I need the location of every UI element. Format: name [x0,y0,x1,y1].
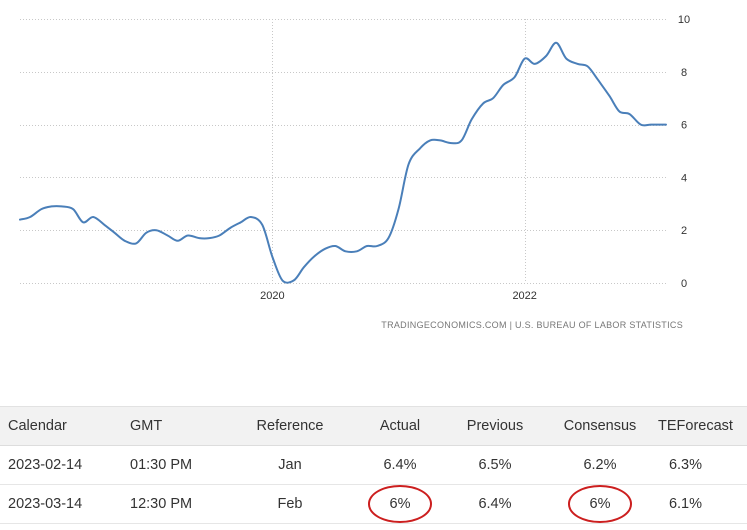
y-tick-label: 0 [681,278,687,290]
header-previous: Previous [440,406,550,446]
x-tick-label: 2020 [260,290,284,302]
x-tick-label: 2022 [512,290,536,302]
chart-gridlines [20,19,666,284]
row-previous: 6.5% [440,445,550,485]
row-teforecast: 6.3% [650,445,747,485]
cpi-line-chart: 0 2 4 6 8 10 2020 2022 TRADINGECONOMICS.COM | … [19,14,690,330]
table-row: 2023-02-14 01:30 PM Jan 6.4% 6.5% 6.2% 6… [0,445,747,485]
row-teforecast: 6.1% [650,484,747,524]
header-teforecast: TEForecast [650,406,747,446]
row-reference: Feb [220,484,360,524]
row-actual: 6% [360,484,440,524]
row-gmt: 12:30 PM [120,484,220,524]
header-calendar: Calendar [0,406,120,446]
row-gmt: 01:30 PM [120,445,220,485]
row-date: 2023-02-14 [0,445,120,485]
y-tick-label: 4 [681,172,687,184]
y-tick-label: 8 [681,67,687,79]
y-axis: 0 2 4 6 8 10 [678,14,690,290]
consensus-value-circled: 6% [567,485,633,523]
row-previous: 6.4% [440,484,550,524]
table-header-row: Calendar GMT Reference Actual Previous C… [0,406,747,446]
x-axis: 2020 2022 [260,290,537,302]
y-tick-label: 6 [681,120,687,132]
header-gmt: GMT [120,406,220,446]
row-consensus: 6.2% [550,445,650,485]
calendar-table-container: Calendar GMT Reference Actual Previous C… [0,406,747,524]
actual-value-circled: 6% [367,485,433,523]
row-consensus: 6% [550,484,650,524]
header-reference: Reference [220,406,360,446]
row-actual: 6.4% [360,445,440,485]
row-date: 2023-03-14 [0,484,120,524]
header-consensus: Consensus [550,406,650,446]
table-row: 2023-03-14 12:30 PM Feb 6% 6.4% 6% 6.1% [0,484,747,524]
row-reference: Jan [220,445,360,485]
series-line [19,41,667,284]
header-actual: Actual [360,406,440,446]
y-tick-label: 2 [681,225,687,237]
calendar-table: Calendar GMT Reference Actual Previous C… [0,406,747,524]
y-tick-label: 10 [678,14,690,26]
chart-source: TRADINGECONOMICS.COM | U.S. BUREAU OF LA… [381,320,683,330]
